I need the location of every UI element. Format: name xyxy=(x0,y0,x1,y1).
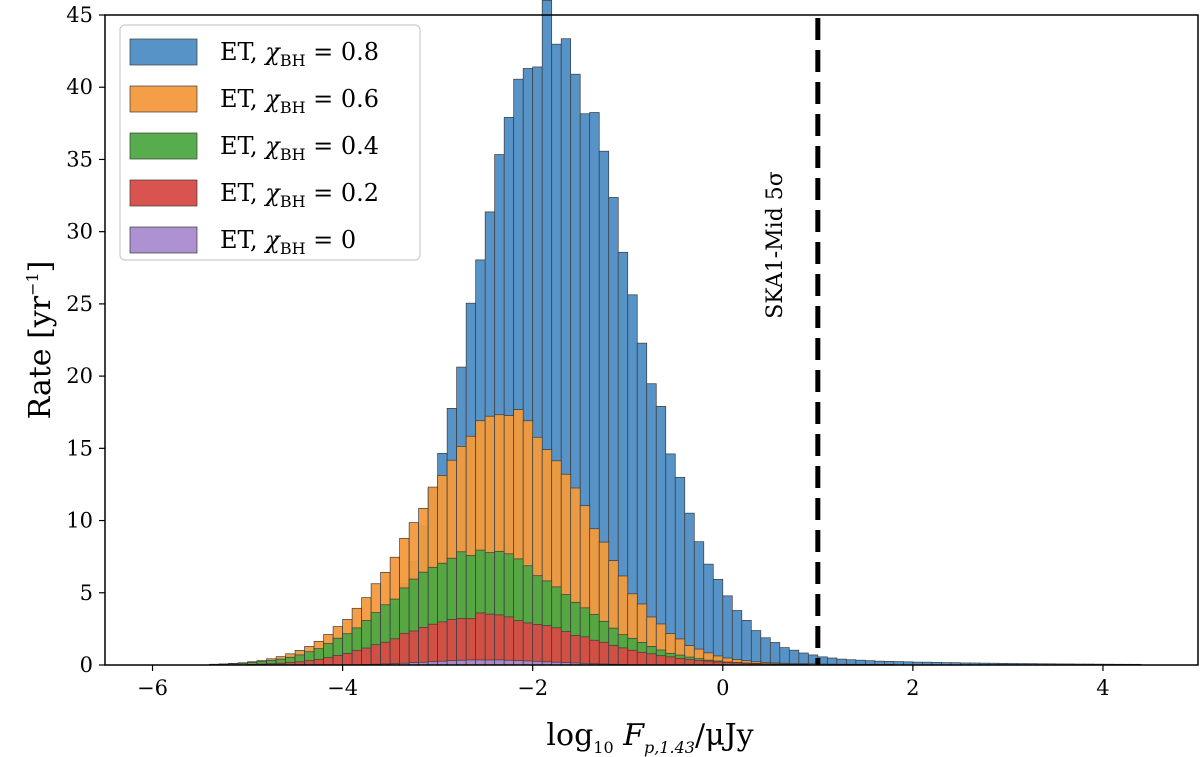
y-tick-label: 5 xyxy=(80,581,93,605)
histogram-bar xyxy=(332,655,343,666)
histogram-bar xyxy=(788,649,800,666)
histogram-bar xyxy=(541,625,553,666)
histogram-bar xyxy=(779,647,790,666)
histogram-bar xyxy=(313,658,324,666)
legend-label: ET, χBH = 0.4 xyxy=(220,132,379,164)
legend-swatch xyxy=(129,226,198,254)
histogram-bar xyxy=(494,614,505,666)
histogram-bar xyxy=(465,618,477,666)
histogram-bar xyxy=(475,612,486,666)
y-tick-label: 35 xyxy=(66,147,93,171)
histogram-bar xyxy=(703,563,714,666)
histogram-bar xyxy=(589,639,600,666)
y-tick-label: 25 xyxy=(66,292,93,316)
histogram-bar xyxy=(665,656,676,666)
histogram-bar xyxy=(674,476,686,666)
x-tick-label: 4 xyxy=(1096,676,1109,700)
legend-label: ET, χBH = 0.6 xyxy=(220,85,379,117)
histogram-bar xyxy=(361,647,372,666)
y-axis-ticks: 0 5 10 15 20 25 30 35 40 45 xyxy=(66,3,105,677)
histogram-bar xyxy=(323,657,334,666)
histogram-bar xyxy=(513,620,524,666)
legend-swatch xyxy=(129,132,198,160)
series-4-bars xyxy=(361,659,629,666)
histogram-bar xyxy=(608,645,619,666)
y-tick-label: 40 xyxy=(66,75,93,99)
histogram-bar xyxy=(437,621,448,666)
histogram-bar xyxy=(380,641,391,666)
x-tick-label: 2 xyxy=(906,676,919,700)
legend-swatch xyxy=(129,38,198,66)
y-tick-label: 30 xyxy=(66,220,93,244)
legend-swatch xyxy=(129,85,198,113)
plot-frame xyxy=(104,14,1199,666)
histogram-bar xyxy=(503,616,515,666)
x-tick-label: −4 xyxy=(327,676,358,700)
legend-swatch xyxy=(129,179,198,207)
y-axis-label: Rate [yr−1] xyxy=(23,261,58,420)
x-tick-label: 0 xyxy=(716,676,729,700)
histogram-bar xyxy=(456,618,467,666)
y-tick-label: 10 xyxy=(66,509,93,533)
histogram-bar xyxy=(579,636,591,666)
histogram-bar xyxy=(655,655,667,666)
histogram-bar xyxy=(636,651,648,666)
y-tick-label: 0 xyxy=(80,653,93,677)
histogram-bar xyxy=(741,620,752,666)
histogram-bar xyxy=(627,649,638,666)
histogram-bar xyxy=(598,641,610,666)
histogram-bar xyxy=(722,595,733,666)
legend-item-0: ET, χBH = 0.8 xyxy=(129,38,379,70)
histogram-bar xyxy=(475,659,486,666)
x-axis-ticks: −6 −4 −2 0 2 4 xyxy=(137,665,1110,700)
histogram-bar xyxy=(408,630,419,666)
x-tick-label: −2 xyxy=(517,676,548,700)
histogram-bar xyxy=(342,653,353,666)
legend-label: ET, χBH = 0 xyxy=(220,226,356,258)
histogram-bar xyxy=(674,657,686,666)
x-tick-label: −6 xyxy=(137,676,168,700)
legend: ET, χBH = 0.8 ET, χBH = 0.6 ET, χBH = 0.4 E… xyxy=(119,24,421,261)
histogram-bar xyxy=(570,635,581,666)
y-tick-label: 20 xyxy=(66,364,93,388)
legend-item-1: ET, χBH = 0.6 xyxy=(129,85,379,117)
threshold-label: SKA1-Mid 5σ xyxy=(763,171,788,319)
histogram-bar xyxy=(617,647,629,666)
histogram-bar xyxy=(684,659,695,666)
histogram-bar xyxy=(351,650,362,666)
histogram-bar xyxy=(769,642,781,666)
histogram-bar xyxy=(532,623,543,666)
histogram-bar xyxy=(693,541,705,666)
legend-label: ET, χBH = 0.8 xyxy=(220,38,379,70)
legend-label: ET, χBH = 0.2 xyxy=(220,179,379,211)
histogram-bar xyxy=(712,578,724,666)
legend-item-3: ET, χBH = 0.2 xyxy=(129,179,379,211)
histogram-bar xyxy=(522,622,534,666)
y-tick-label: 45 xyxy=(66,3,93,27)
histogram-bar xyxy=(684,512,695,666)
histogram-bar xyxy=(484,613,496,666)
histogram-bar xyxy=(798,652,809,666)
histogram-bar xyxy=(731,610,743,666)
histogram-bar xyxy=(494,659,505,666)
legend-item-4: ET, χBH = 0 xyxy=(129,226,356,258)
histogram-bar xyxy=(646,653,657,666)
histogram-bar xyxy=(370,644,381,666)
histogram-bar xyxy=(750,630,762,666)
histogram-bar xyxy=(560,631,572,666)
histogram-bar xyxy=(551,627,562,666)
x-axis-label: log10 Fp,1.43/μJy xyxy=(546,718,753,757)
histogram-bar xyxy=(418,627,429,666)
histogram-bar xyxy=(399,632,410,666)
threshold-marker: SKA1-Mid 5σ xyxy=(763,18,821,665)
histogram-bar xyxy=(427,623,438,666)
histogram-bars xyxy=(209,0,1142,666)
y-tick-label: 15 xyxy=(66,436,93,460)
legend-item-2: ET, χBH = 0.4 xyxy=(129,132,379,164)
histogram-bar xyxy=(760,637,771,666)
histogram-bar xyxy=(446,618,458,666)
histogram-bar xyxy=(389,638,400,666)
histogram-bar xyxy=(465,659,477,666)
